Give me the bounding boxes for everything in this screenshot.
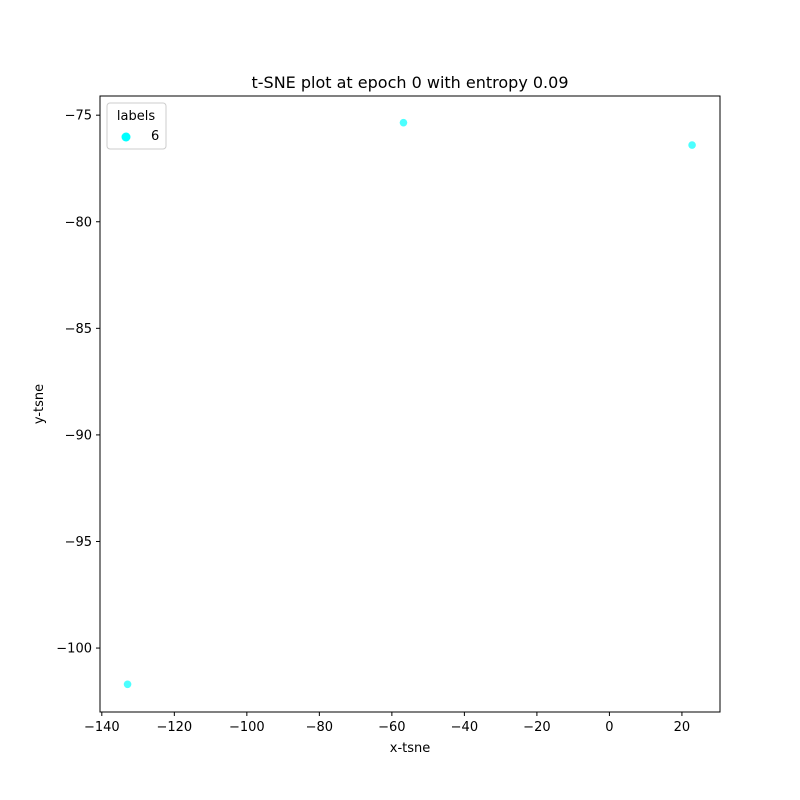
legend-series-label: 6 [151, 129, 159, 144]
x-tick-label: −100 [229, 720, 265, 735]
data-points [123, 118, 696, 689]
plot-area [99, 95, 721, 713]
scatter-point [399, 118, 408, 127]
x-tick-label: −140 [84, 720, 120, 735]
x-tick-label: −60 [378, 720, 405, 735]
x-axis: −140 −120 −100 −80 −60 −40 −20 0 20 [84, 712, 690, 735]
legend: labels 6 [106, 102, 167, 150]
x-tick-label: 0 [605, 720, 613, 735]
y-tick-label: −80 [65, 215, 92, 230]
y-tick-label: −90 [65, 428, 92, 443]
scatter-point [688, 141, 696, 149]
x-tick-label: −20 [523, 720, 550, 735]
legend-title: labels [117, 109, 155, 124]
x-axis-label: x-tsne [390, 741, 431, 756]
legend-marker [121, 132, 131, 142]
y-tick-label: −100 [56, 642, 92, 657]
x-tick-label: −80 [306, 720, 333, 735]
y-axis-label: y-tsne [32, 384, 47, 424]
y-axis: −75 −80 −85 −90 −95 −100 [56, 109, 100, 657]
chart-title: t-SNE plot at epoch 0 with entropy 0.09 [252, 73, 569, 92]
x-tick-label: −40 [451, 720, 478, 735]
x-tick-label: 20 [674, 720, 691, 735]
y-tick-label: −75 [65, 109, 92, 124]
y-tick-label: −95 [65, 535, 92, 550]
scatter-point [123, 680, 132, 689]
x-tick-label: −120 [156, 720, 192, 735]
y-tick-label: −85 [65, 322, 92, 337]
